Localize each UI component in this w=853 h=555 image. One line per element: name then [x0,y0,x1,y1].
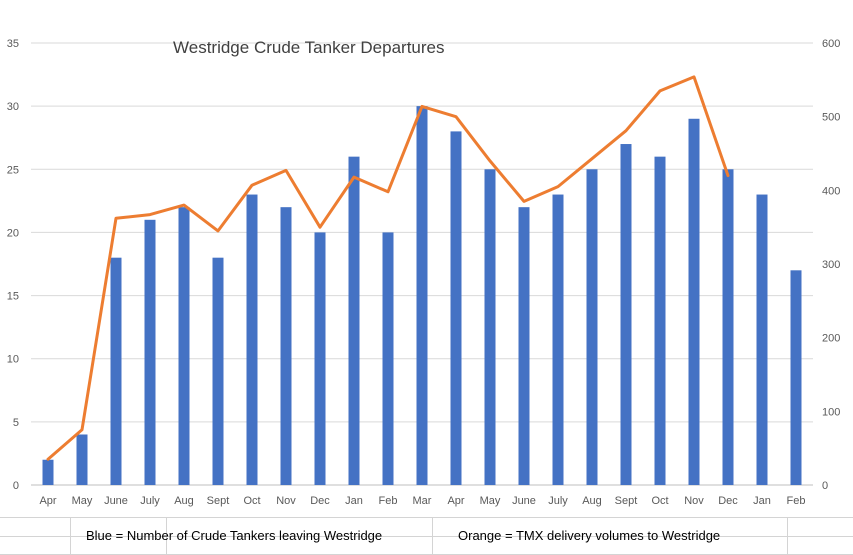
left-tick-label: 30 [7,101,19,113]
bar [586,169,598,486]
left-tick-label: 15 [7,291,19,303]
left-tick-label: 25 [7,164,19,176]
right-tick-label: 500 [822,112,840,124]
bar [110,257,122,485]
bar [552,194,564,486]
x-tick-label: Jan [345,495,363,507]
bar [688,118,700,486]
left-tick-label: 35 [7,38,19,50]
bar [790,270,802,485]
right-tick-label: 100 [822,406,840,418]
footer-rule-top [0,517,853,518]
footer-notes: Blue = Number of Crude Tankers leaving W… [0,517,853,555]
bar [382,232,394,485]
bar [450,131,462,485]
bar [280,207,292,485]
x-tick-label: Nov [276,495,296,507]
bar [144,219,156,486]
x-tick-label: Apr [39,495,56,507]
right-axis-ticks: 0 100 200 300 400 500 600 [822,38,840,492]
x-tick-label: Aug [174,495,194,507]
bar [416,106,428,486]
x-tick-label: Feb [787,495,806,507]
right-tick-label: 200 [822,333,840,345]
left-tick-label: 20 [7,227,19,239]
right-tick-label: 400 [822,185,840,197]
right-tick-label: 0 [822,480,828,492]
x-tick-label: Dec [718,495,738,507]
x-tick-label: Apr [447,495,464,507]
bar [76,434,88,485]
delivery-line [46,75,730,461]
right-tick-label: 600 [822,38,840,50]
x-tick-label: June [104,495,128,507]
blue-legend-note: Blue = Number of Crude Tankers leaving W… [86,528,383,543]
x-tick-label: Oct [243,495,260,507]
tanker-chart: 0 5 10 15 20 25 30 35 0 100 200 300 400 500 600 Apr Ma… [7,38,841,507]
x-tick-label: May [72,495,93,507]
footer-rule-mid [0,536,853,537]
chart-title: Westridge Crude Tanker Departures [173,38,445,57]
x-tick-label: Oct [651,495,668,507]
bar [178,207,190,485]
x-axis-ticks: Apr May June July Aug Sept Oct Nov Dec Jan Feb Mar A… [39,495,805,507]
x-tick-label: Aug [582,495,602,507]
bar [722,169,734,486]
left-tick-label: 0 [13,480,19,492]
bar [42,459,54,485]
x-tick-label: May [480,495,501,507]
bar-series [42,106,802,486]
footer-cell-line [787,517,788,555]
bar [518,207,530,485]
x-tick-label: Mar [413,495,432,507]
bar [212,257,224,485]
footer-cell-line [432,517,433,555]
right-tick-label: 300 [822,259,840,271]
x-tick-label: July [548,495,568,507]
bar [620,144,632,485]
bar [654,156,666,485]
x-tick-label: Sept [207,495,230,507]
x-tick-label: Dec [310,495,330,507]
x-tick-label: Sept [615,495,638,507]
orange-legend-note: Orange = TMX delivery volumes to Westrid… [458,528,721,543]
left-tick-label: 10 [7,354,19,366]
x-tick-label: Nov [684,495,704,507]
bar [484,169,496,486]
left-tick-label: 5 [13,417,19,429]
bar [246,194,258,486]
x-tick-label: July [140,495,160,507]
x-tick-label: Feb [379,495,398,507]
x-tick-label: Jan [753,495,771,507]
bar [314,232,326,485]
footer-cell-line [166,517,167,555]
line-series [46,75,730,461]
footer-cell-line [70,517,71,555]
x-tick-label: June [512,495,536,507]
bar [756,194,768,486]
bar [348,156,360,485]
left-axis-ticks: 0 5 10 15 20 25 30 35 [7,38,19,492]
